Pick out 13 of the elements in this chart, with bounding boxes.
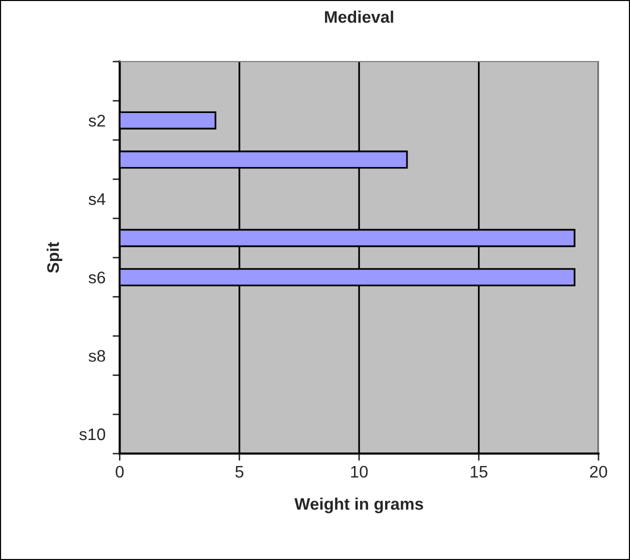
x-tick-label: 15 bbox=[470, 466, 488, 478]
y-tick-label: s4 bbox=[88, 193, 106, 206]
y-tick-label: s8 bbox=[88, 350, 106, 362]
y-tick-label: s2 bbox=[88, 114, 105, 127]
x-axis-title: Weight in grams bbox=[294, 498, 424, 514]
x-tick-label: 5 bbox=[235, 466, 244, 478]
y-tick-label: s6 bbox=[88, 272, 106, 284]
x-tick-label: 20 bbox=[590, 466, 608, 478]
y-axis-title: Spit bbox=[46, 242, 62, 273]
y-tick-label: s10 bbox=[79, 428, 106, 440]
x-tick-label: 10 bbox=[351, 466, 368, 478]
chart-title: Medieval bbox=[325, 10, 394, 23]
x-tick-label: 0 bbox=[116, 466, 124, 478]
